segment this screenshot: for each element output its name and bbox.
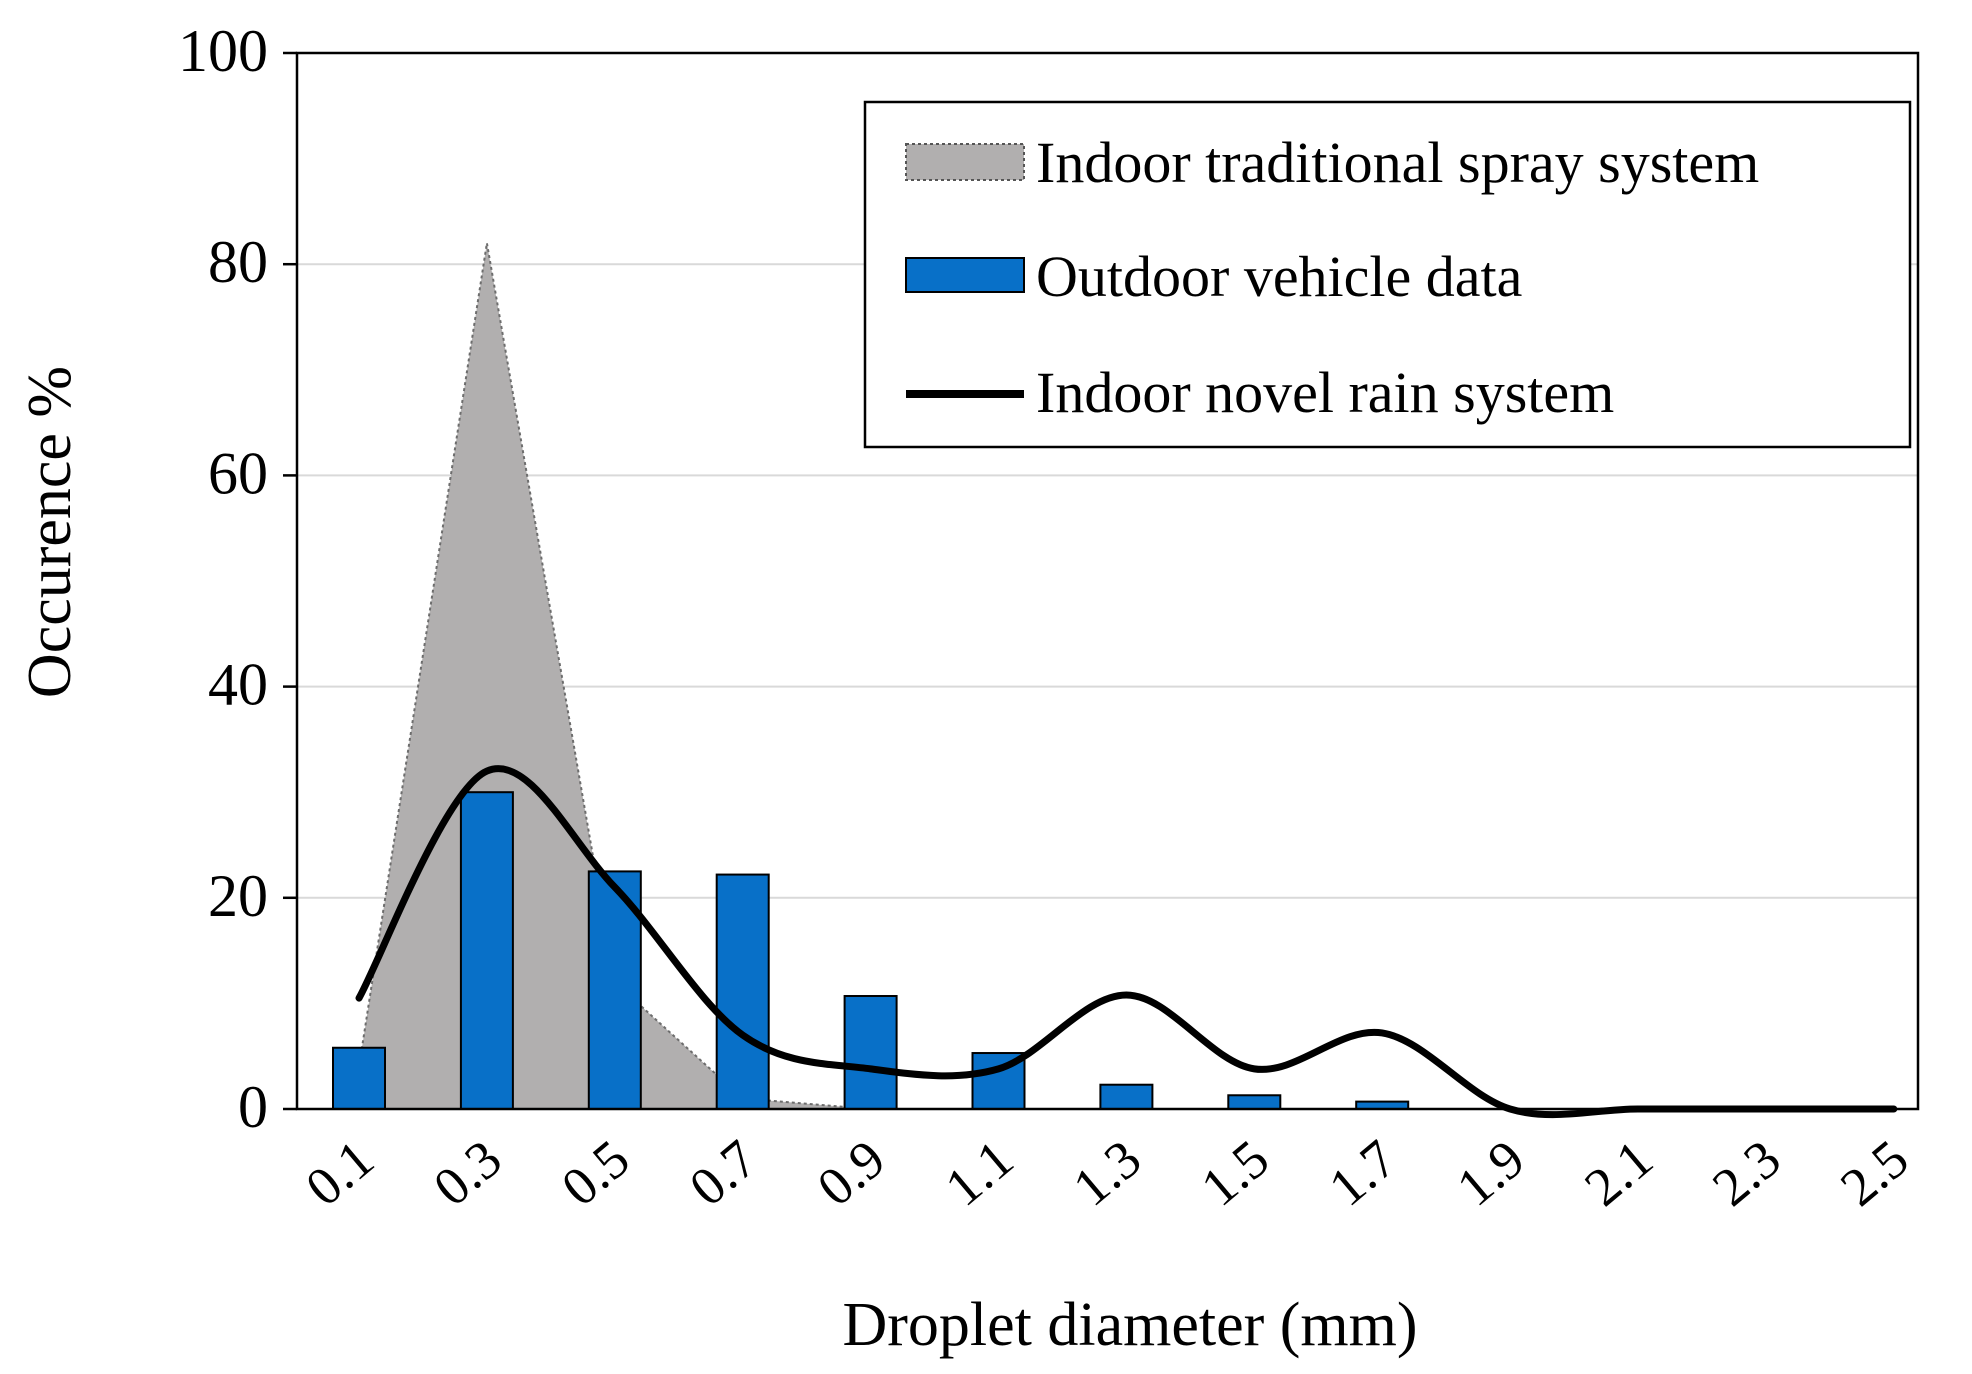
y-tick-label-20: 20 [208,863,268,929]
x-tick-label-0.7: 0.7 [678,1128,768,1217]
bar-0.9 [843,995,898,1110]
x-tick-label-2.3: 2.3 [1701,1128,1791,1217]
x-tick-label-0.1: 0.1 [294,1128,384,1217]
y-tick-label-60: 60 [208,440,268,506]
x-tick-label-1.5: 1.5 [1190,1128,1280,1217]
bar-0.1 [332,1046,386,1110]
legend-label-rain: Indoor novel rain system [1036,360,1614,425]
bar-1.5 [1227,1094,1282,1110]
x-tick-labels: 0.1 0.3 0.5 0.7 0.9 1.1 1.3 1.5 1.7 1.9 2.1 2.3 2.5 [294,1128,1919,1217]
x-tick-label-1.3: 1.3 [1062,1128,1152,1217]
y-tick-label-100: 100 [178,18,268,84]
y-tick-label-0: 0 [238,1074,268,1140]
x-tick-label-0.9: 0.9 [806,1128,896,1217]
y-tick-labels: 0 20 40 60 80 100 [178,18,268,1140]
y-axis-title: Occurence % [16,366,84,698]
bar-1.3 [1099,1083,1154,1111]
y-tick-label-40: 40 [208,652,268,718]
bar-0.3 [459,791,514,1110]
x-axis-title: Droplet diameter (mm) [842,1291,1417,1359]
bar-0.7 [715,873,770,1110]
axes [283,51,1920,1111]
legend-box [863,100,1912,449]
x-tick-label-1.9: 1.9 [1446,1128,1536,1217]
x-tick-label-1.1: 1.1 [934,1128,1024,1217]
legend-swatch-vehicle [905,257,1025,293]
x-tick-label-1.7: 1.7 [1318,1128,1408,1217]
legend-swatch-spray [905,143,1025,181]
legend-label-vehicle: Outdoor vehicle data [1036,244,1522,309]
legend: Indoor traditional spray system Outdoor … [863,100,1912,449]
x-tick-label-2.5: 2.5 [1829,1128,1919,1217]
y-tick-label-80: 80 [208,229,268,295]
x-tick-label-0.5: 0.5 [550,1128,640,1217]
legend-label-spray: Indoor traditional spray system [1036,130,1759,195]
plot-frame [295,51,1920,1111]
x-tick-label-2.1: 2.1 [1573,1128,1663,1217]
vehicle-bar-series [332,791,1410,1111]
x-tick-label-0.3: 0.3 [422,1128,512,1217]
